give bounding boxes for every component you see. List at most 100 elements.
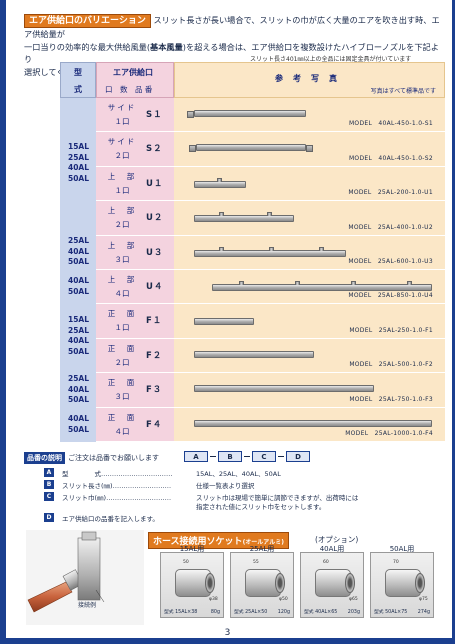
model-number: MODEL 40AL-450-1.0-S1 <box>348 120 433 128</box>
supply-code: U４ <box>146 282 164 292</box>
model-number: MODEL 25AL-850-1.0-U4 <box>348 292 433 300</box>
code-dash <box>210 456 216 457</box>
socket-model: 型式 50AL×75 <box>374 610 408 615</box>
legend-label: 型 式 <box>62 470 101 478</box>
type-group-1 <box>60 98 96 167</box>
supply-code: F４ <box>146 419 163 430</box>
supply-cell: 上 部 ２口 U２ <box>96 201 174 236</box>
supply-position: サイド <box>107 103 137 112</box>
supply-cell: サイド １口 S１ <box>96 98 174 133</box>
socket-card: 55 φ50 型式 25AL×50 120g <box>230 552 294 618</box>
table-row: サイド １口 S１ MODEL 40AL-450-1.0-S1 <box>60 98 445 133</box>
code-box-b: B <box>218 451 242 462</box>
supply-cell: サイド ２口 S２ <box>96 132 174 167</box>
photo-cell: MODEL 25AL-750-1.0-F3 <box>174 373 445 408</box>
supply-count: １口 <box>114 323 130 333</box>
socket-dim-diameter: φ65 <box>349 597 358 602</box>
header-supply-sub: 口 数 品 番 <box>105 85 153 94</box>
photo-cell: MODEL 40AL-450-1.0-S1 <box>174 98 445 133</box>
type-group-label-5: 25AL 40AL 50AL <box>68 374 90 404</box>
legend-desc: 15AL、25AL、40AL、50AL <box>196 470 281 478</box>
supply-count: ３口 <box>114 392 130 402</box>
socket-opening-icon <box>345 573 355 593</box>
supply-cell: 正 面 ２口 F２ <box>96 338 174 374</box>
socket-opening-icon <box>275 573 285 593</box>
socket-model: 型式 25AL×50 <box>234 610 268 615</box>
socket-model: 型式 15AL×38 <box>164 610 198 615</box>
legend-dots: ……………………… <box>112 482 172 490</box>
socket-dim-diameter: φ50 <box>279 597 288 602</box>
nozzle-photo <box>194 350 314 358</box>
model-number: MODEL 25AL-200-1.0-U1 <box>348 189 433 197</box>
table-row: 上 部 １口 U１ MODEL 25AL-200-1.0-U1 <box>60 166 445 202</box>
header-photo-note: 写真はすべて標準品です <box>370 88 436 95</box>
photo-cell: MODEL 25AL-600-1.0-U3 <box>174 235 445 270</box>
photo-cell: MODEL 25AL-200-1.0-U1 <box>174 166 445 202</box>
legend-dots: …………………………… <box>101 470 173 478</box>
supply-count: １口 <box>114 117 130 126</box>
supply-position: 正 面 <box>107 412 137 422</box>
variation-table: 型 式 エア供給口 口 数 品 番 参 考 写 真 写真はすべて標準品です 15… <box>60 62 445 444</box>
supply-position: 正 面 <box>107 309 137 319</box>
legend-key: A <box>44 468 54 477</box>
socket-weight: 274g <box>417 610 430 615</box>
photo-cell: MODEL 25AL-250-1.0-F1 <box>174 304 445 339</box>
supply-count: ２口 <box>114 220 130 230</box>
page-number: 3 <box>224 628 231 638</box>
hose-title-sub: (オールアルミ) <box>242 539 284 546</box>
nozzle-photo <box>194 212 294 223</box>
header-photo-label: 参 考 写 真 <box>275 74 338 83</box>
type-group-5 <box>60 373 96 408</box>
socket-dim-length: 60 <box>323 560 329 565</box>
supply-count: ４口 <box>114 426 130 436</box>
socket-weight: 203g <box>347 610 360 615</box>
legend-row: 指定された値にスリット巾をセットします。 <box>44 501 444 511</box>
supply-count: ２口 <box>114 151 130 161</box>
nozzle-photo <box>189 144 313 153</box>
table-row: 上 部 ２口 U２ MODEL 25AL-400-1.0-U2 <box>60 201 445 236</box>
socket-weight: 80g <box>210 610 220 615</box>
table-row: 正 面 ４口 F４ MODEL 25AL-1000-1.0-F4 <box>60 407 445 442</box>
intro-line-1: スリット長さが長い場合で、スリットの巾が広く大量のエアを吹き出す時、エア供給量が <box>24 15 440 39</box>
product-code-tag: 品番の説明 <box>24 452 65 464</box>
supply-position: 上 部 <box>107 171 137 181</box>
right-border <box>452 0 455 644</box>
header-supply-label: エア供給口 <box>113 68 153 77</box>
legend-row: B スリット長さ(㎜)……………………… 仕様一覧表より選択 <box>44 480 444 490</box>
legend-key: B <box>44 480 54 489</box>
legend-label: スリット巾(㎜) <box>62 494 107 502</box>
socket-card: 50 φ38 型式 15AL×38 80g <box>160 552 224 618</box>
type-group-label-3: 40AL 50AL <box>68 276 90 296</box>
supply-code: S１ <box>146 110 163 120</box>
model-number: MODEL 25AL-750-1.0-F3 <box>349 395 433 403</box>
nozzle-photo <box>194 385 374 393</box>
model-number: MODEL 25AL-250-1.0-F1 <box>349 326 433 334</box>
nozzle-photo <box>194 419 432 427</box>
header-type: 型 式 <box>60 62 96 98</box>
type-group-label-2: 25AL 40AL 50AL <box>68 236 90 266</box>
type-group-2 <box>60 166 96 270</box>
type-group-label-1: 15AL 25AL 40AL 50AL <box>68 142 90 183</box>
supply-code: S２ <box>146 144 163 155</box>
photo-cell: MODEL 25AL-850-1.0-U4 <box>174 270 445 305</box>
supply-cell: 上 部 １口 U１ <box>96 166 174 202</box>
supply-cell: 正 面 ４口 F４ <box>96 407 174 442</box>
intro-bold: 基本風量 <box>150 41 183 52</box>
bottom-border <box>0 638 455 644</box>
socket-title: 50AL用 <box>389 545 415 553</box>
socket-dim-length: 55 <box>253 560 259 565</box>
supply-position: 正 面 <box>107 343 137 353</box>
legend-key: C <box>44 492 54 501</box>
legend-row: D エア供給口の品番を記入します。 <box>44 513 444 523</box>
intro-line-2b: )を超える場合は、エア供給口を複数設けたハイブローノズルを下記より <box>24 41 439 65</box>
type-group-3 <box>60 270 96 305</box>
code-box-d: D <box>286 451 310 462</box>
socket-dim-diameter: φ38 <box>209 597 218 602</box>
socket-title: 25AL用 <box>249 545 275 553</box>
socket-dim-length: 70 <box>393 560 399 565</box>
supply-position: 上 部 <box>107 240 137 250</box>
nozzle-photo <box>212 281 432 291</box>
model-number: MODEL 25AL-400-1.0-U2 <box>348 223 433 231</box>
legend-desc-continued: 指定された値にスリット巾をセットします。 <box>196 503 326 511</box>
